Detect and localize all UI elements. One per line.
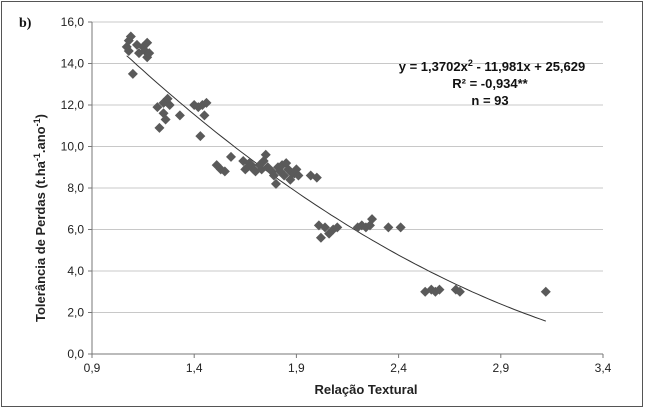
x-axis-title: Relação Textural xyxy=(314,382,417,397)
x-tick-labels: 0,9 1,4 1,9 2,4 2,9 3,4 xyxy=(84,361,612,375)
data-point xyxy=(260,149,271,160)
data-point xyxy=(127,68,138,79)
x-tick-label: 3,4 xyxy=(595,361,612,375)
data-point xyxy=(540,286,551,297)
x-tick-label: 0,9 xyxy=(84,361,101,375)
data-point xyxy=(142,37,153,48)
data-point xyxy=(395,222,406,233)
data-point xyxy=(454,286,465,297)
y-tick-label: 6,0 xyxy=(67,223,84,237)
y-axis-title: Tolerância de Perdas (t.ha-1.ano-1) xyxy=(32,114,48,322)
data-point xyxy=(367,214,378,225)
data-point xyxy=(199,110,210,121)
trendline xyxy=(126,55,546,322)
panel-label: b) xyxy=(19,16,32,31)
y-tick-label: 4,0 xyxy=(67,264,84,278)
gridlines xyxy=(92,21,603,313)
r-squared-label: R² = -0,934** xyxy=(452,76,528,91)
data-point xyxy=(311,172,322,183)
y-tick-label: 14,0 xyxy=(61,57,85,71)
data-point xyxy=(160,114,171,125)
data-point xyxy=(332,222,343,233)
data-point xyxy=(320,222,331,233)
data-point xyxy=(225,151,236,162)
x-tick-label: 1,4 xyxy=(186,361,203,375)
data-point xyxy=(152,102,163,113)
regression-equation: y = 1,3702x2 - 11,981x + 25,629 xyxy=(399,58,585,74)
x-tick-label: 2,4 xyxy=(390,361,407,375)
data-point xyxy=(123,46,134,57)
data-point xyxy=(268,170,279,181)
data-point xyxy=(174,110,185,121)
axes xyxy=(88,21,604,358)
x-tick-label: 1,9 xyxy=(288,361,305,375)
data-point xyxy=(154,122,165,133)
data-point xyxy=(434,284,445,295)
y-tick-labels: 0,0 2,0 4,0 6,0 8,0 10,0 12,0 14,0 16,0 xyxy=(61,15,85,361)
sample-size-label: n = 93 xyxy=(471,93,508,108)
data-point xyxy=(144,48,155,59)
data-point xyxy=(164,100,175,110)
data-point xyxy=(383,222,394,233)
data-point xyxy=(125,31,136,42)
y-tick-label: 2,0 xyxy=(67,306,84,320)
x-tick-label: 2,9 xyxy=(492,361,509,375)
data-point xyxy=(219,166,230,177)
y-tick-label: 12,0 xyxy=(61,98,85,112)
data-point xyxy=(293,170,304,181)
y-tick-label: 16,0 xyxy=(61,15,85,29)
data-point xyxy=(201,97,212,108)
data-point xyxy=(315,232,326,243)
data-point xyxy=(195,131,206,142)
data-point xyxy=(279,170,290,181)
y-tick-label: 0,0 xyxy=(67,347,84,361)
y-tick-label: 8,0 xyxy=(67,181,84,195)
data-point xyxy=(270,178,281,189)
data-points xyxy=(121,31,551,297)
y-tick-label: 10,0 xyxy=(61,140,85,154)
